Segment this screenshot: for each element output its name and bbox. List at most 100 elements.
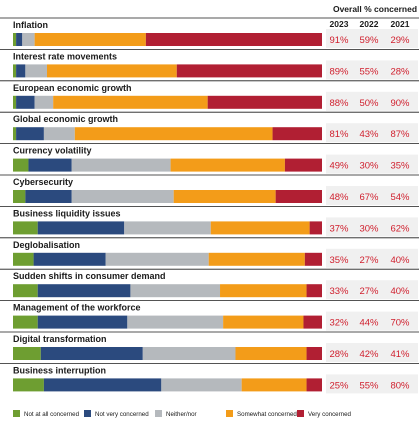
bar-sudden-shifts-in-consumer-demand-very-concerned bbox=[306, 284, 322, 298]
pct-business-liquidity-issues-2022: 30% bbox=[359, 223, 379, 234]
pct-currency-volatility-2023: 49% bbox=[329, 161, 349, 172]
bar-sudden-shifts-in-consumer-demand-not-very-concerned bbox=[37, 284, 131, 298]
bar-inflation-not-very-concerned bbox=[16, 33, 23, 46]
legend-label-not-very-concerned: Not very concerned bbox=[95, 411, 149, 418]
pct-sudden-shifts-in-consumer-demand-2022: 27% bbox=[359, 286, 379, 297]
pct-row-background bbox=[326, 154, 418, 174]
category-label-management-of-the-workforce: Management of the workforce bbox=[13, 303, 141, 313]
bar-business-liquidity-issues-not-very-concerned bbox=[37, 221, 125, 235]
bar-business-liquidity-issues-somewhat-concerned bbox=[210, 221, 310, 235]
year-header-2023: 2023 bbox=[330, 19, 349, 29]
pct-digital-transformation-2021: 41% bbox=[390, 349, 410, 360]
legend-swatch-somewhat-concerned bbox=[226, 410, 233, 417]
bar-deglobalisation-very-concerned bbox=[304, 252, 322, 266]
pct-sudden-shifts-in-consumer-demand-2021: 40% bbox=[390, 286, 410, 297]
bar-management-of-the-workforce-not-at-all-concerned bbox=[13, 315, 38, 329]
pct-deglobalisation-2023: 35% bbox=[329, 255, 349, 266]
bar-inflation-somewhat-concerned bbox=[34, 33, 146, 46]
pct-interest-rate-movements-2021: 28% bbox=[390, 66, 410, 77]
bar-business-interruption-neither-nor bbox=[161, 378, 242, 392]
year-header-2021: 2021 bbox=[391, 19, 410, 29]
pct-row-background bbox=[326, 123, 418, 143]
bar-cybersecurity-very-concerned bbox=[275, 190, 322, 203]
bar-cybersecurity-neither-nor bbox=[71, 190, 174, 203]
legend-swatch-neither-nor bbox=[155, 410, 162, 417]
legend-label-very-concerned: Very concerned bbox=[308, 411, 352, 418]
bar-management-of-the-workforce-very-concerned bbox=[303, 315, 322, 329]
bar-digital-transformation-not-at-all-concerned bbox=[13, 347, 41, 360]
bar-cybersecurity-somewhat-concerned bbox=[173, 190, 276, 203]
bar-business-interruption-somewhat-concerned bbox=[241, 378, 307, 392]
bar-deglobalisation-somewhat-concerned bbox=[208, 252, 305, 266]
bar-european-economic-growth-very-concerned bbox=[207, 95, 322, 109]
pct-management-of-the-workforce-2022: 44% bbox=[359, 318, 379, 329]
category-label-european-economic-growth: European economic growth bbox=[13, 83, 132, 93]
pct-digital-transformation-2023: 28% bbox=[329, 349, 349, 360]
pct-deglobalisation-2022: 27% bbox=[359, 255, 379, 266]
bar-currency-volatility-somewhat-concerned bbox=[170, 158, 285, 172]
pct-row-background bbox=[326, 248, 418, 268]
pct-row-background bbox=[326, 29, 418, 48]
pct-row-background bbox=[326, 280, 418, 300]
bar-interest-rate-movements-not-very-concerned bbox=[16, 64, 26, 78]
category-label-inflation: Inflation bbox=[13, 20, 48, 30]
bar-business-liquidity-issues-very-concerned bbox=[309, 221, 322, 235]
pct-cybersecurity-2023: 48% bbox=[329, 192, 349, 203]
bar-currency-volatility-neither-nor bbox=[71, 158, 171, 172]
bar-digital-transformation-somewhat-concerned bbox=[235, 347, 307, 360]
pct-business-liquidity-issues-2023: 37% bbox=[329, 223, 349, 234]
pct-management-of-the-workforce-2023: 32% bbox=[329, 318, 349, 329]
pct-interest-rate-movements-2022: 55% bbox=[359, 66, 379, 77]
bar-business-interruption-not-at-all-concerned bbox=[13, 378, 44, 392]
bar-deglobalisation-not-very-concerned bbox=[33, 252, 106, 266]
bar-inflation-not-at-all-concerned bbox=[13, 33, 17, 46]
pct-cybersecurity-2022: 67% bbox=[359, 192, 379, 203]
pct-management-of-the-workforce-2021: 70% bbox=[390, 318, 410, 329]
category-label-business-interruption: Business interruption bbox=[13, 365, 106, 375]
bar-management-of-the-workforce-not-very-concerned bbox=[37, 315, 128, 329]
bar-business-liquidity-issues-neither-nor bbox=[124, 221, 211, 235]
pct-interest-rate-movements-2023: 89% bbox=[329, 66, 349, 77]
pct-business-interruption-2023: 25% bbox=[329, 380, 349, 391]
bar-digital-transformation-neither-nor bbox=[142, 347, 236, 360]
pct-currency-volatility-2021: 35% bbox=[390, 161, 410, 172]
pct-row-background bbox=[326, 311, 418, 331]
bar-deglobalisation-not-at-all-concerned bbox=[13, 252, 34, 266]
category-label-sudden-shifts-in-consumer-demand: Sudden shifts in consumer demand bbox=[13, 271, 166, 281]
bar-global-economic-growth-very-concerned bbox=[272, 127, 322, 141]
pct-row-background bbox=[326, 186, 418, 205]
bar-european-economic-growth-neither-nor bbox=[34, 95, 54, 109]
bar-european-economic-growth-not-very-concerned bbox=[16, 95, 35, 109]
bar-inflation-neither-nor bbox=[22, 33, 35, 46]
legend-label-somewhat-concerned: Somewhat concerned bbox=[237, 411, 297, 418]
pct-european-economic-growth-2021: 90% bbox=[390, 98, 410, 109]
bar-global-economic-growth-somewhat-concerned bbox=[74, 127, 273, 141]
bar-interest-rate-movements-somewhat-concerned bbox=[46, 64, 177, 78]
pct-cybersecurity-2021: 54% bbox=[390, 192, 410, 203]
legend-swatch-not-very-concerned bbox=[84, 410, 91, 417]
bar-business-liquidity-issues-not-at-all-concerned bbox=[13, 221, 38, 235]
pct-business-liquidity-issues-2021: 62% bbox=[390, 223, 410, 234]
pct-sudden-shifts-in-consumer-demand-2023: 33% bbox=[329, 286, 349, 297]
pct-business-interruption-2022: 55% bbox=[359, 380, 379, 391]
category-label-deglobalisation: Deglobalisation bbox=[13, 240, 80, 250]
legend-label-not-at-all-concerned: Not at all concerned bbox=[24, 411, 80, 418]
bar-cybersecurity-not-very-concerned bbox=[25, 190, 72, 203]
pct-inflation-2021: 29% bbox=[390, 35, 410, 46]
pct-row-background bbox=[326, 60, 418, 80]
pct-inflation-2022: 59% bbox=[359, 35, 379, 46]
bar-digital-transformation-not-very-concerned bbox=[40, 347, 143, 360]
bar-digital-transformation-very-concerned bbox=[306, 347, 322, 360]
pct-european-economic-growth-2022: 50% bbox=[359, 98, 379, 109]
pct-global-economic-growth-2021: 87% bbox=[390, 129, 410, 140]
category-label-business-liquidity-issues: Business liquidity issues bbox=[13, 208, 121, 218]
bar-management-of-the-workforce-neither-nor bbox=[127, 315, 224, 329]
bar-cybersecurity-not-at-all-concerned bbox=[13, 190, 26, 203]
pct-row-background bbox=[326, 374, 418, 394]
pct-row-background bbox=[326, 217, 418, 237]
category-label-cybersecurity: Cybersecurity bbox=[13, 177, 73, 187]
bar-inflation-very-concerned bbox=[145, 33, 322, 46]
pct-digital-transformation-2022: 42% bbox=[359, 349, 379, 360]
